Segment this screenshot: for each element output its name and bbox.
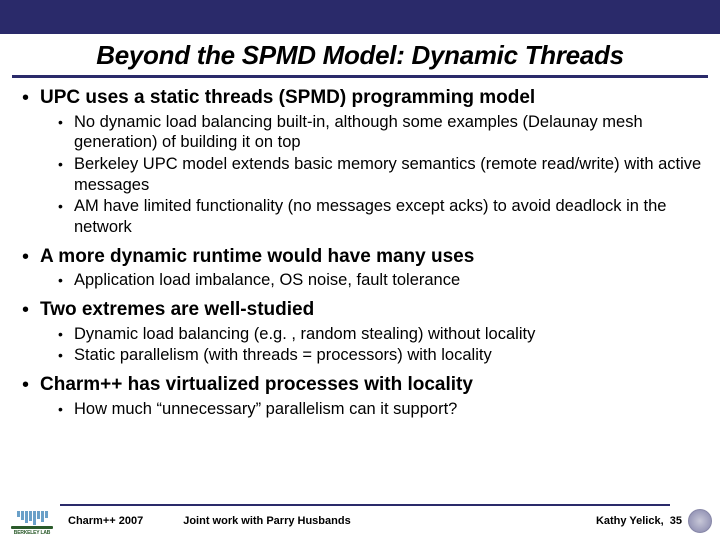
seal-icon: [688, 509, 712, 533]
sub-bullet: AM have limited functionality (no messag…: [58, 196, 702, 237]
author-name: Kathy Yelick,: [596, 515, 664, 527]
bullet-item: Charm++ has virtualized processes with l…: [18, 373, 702, 424]
bullet-heading: Charm++ has virtualized processes with l…: [40, 373, 702, 397]
sub-bullet: Berkeley UPC model extends basic memory …: [58, 154, 702, 195]
footer-rule: [60, 504, 670, 506]
sub-bullet: No dynamic load balancing built-in, alth…: [58, 112, 702, 153]
footer-joint-work: Joint work with Parry Husbands: [183, 515, 350, 527]
bullet-list-level2: How much “unnecessary” parallelism can i…: [40, 397, 702, 425]
bullet-list-level1: UPC uses a static threads (SPMD) program…: [18, 86, 702, 424]
sub-bullet: How much “unnecessary” parallelism can i…: [58, 399, 702, 420]
bullet-heading: A more dynamic runtime would have many u…: [40, 245, 702, 269]
slide-title: Beyond the SPMD Model: Dynamic Threads: [12, 34, 708, 78]
bullet-heading: UPC uses a static threads (SPMD) program…: [40, 86, 702, 110]
footer-author: Kathy Yelick, 35: [596, 515, 682, 527]
bullet-item: Two extremes are well-studied Dynamic lo…: [18, 298, 702, 371]
slide-footer: BERKELEY LAB Charm++ 2007 Joint work wit…: [0, 510, 720, 532]
bullet-heading: Two extremes are well-studied: [40, 298, 702, 322]
bullet-list-level2: No dynamic load balancing built-in, alth…: [40, 110, 702, 243]
logo-base: [11, 526, 53, 529]
logo-bars: [17, 511, 48, 525]
page-number: 35: [670, 515, 682, 527]
logo-text: BERKELEY LAB: [14, 530, 50, 536]
sub-bullet: Dynamic load balancing (e.g. , random st…: [58, 324, 702, 345]
sub-bullet: Static parallelism (with threads = proce…: [58, 345, 702, 366]
footer-conference: Charm++ 2007: [68, 515, 143, 527]
berkeley-lab-logo: BERKELEY LAB: [6, 506, 58, 536]
slide-content: UPC uses a static threads (SPMD) program…: [0, 78, 720, 424]
sub-bullet: Application load imbalance, OS noise, fa…: [58, 270, 702, 291]
bullet-list-level2: Application load imbalance, OS noise, fa…: [40, 268, 702, 296]
bullet-list-level2: Dynamic load balancing (e.g. , random st…: [40, 322, 702, 371]
bullet-item: UPC uses a static threads (SPMD) program…: [18, 86, 702, 243]
top-color-bar: [0, 0, 720, 34]
bullet-item: A more dynamic runtime would have many u…: [18, 245, 702, 296]
